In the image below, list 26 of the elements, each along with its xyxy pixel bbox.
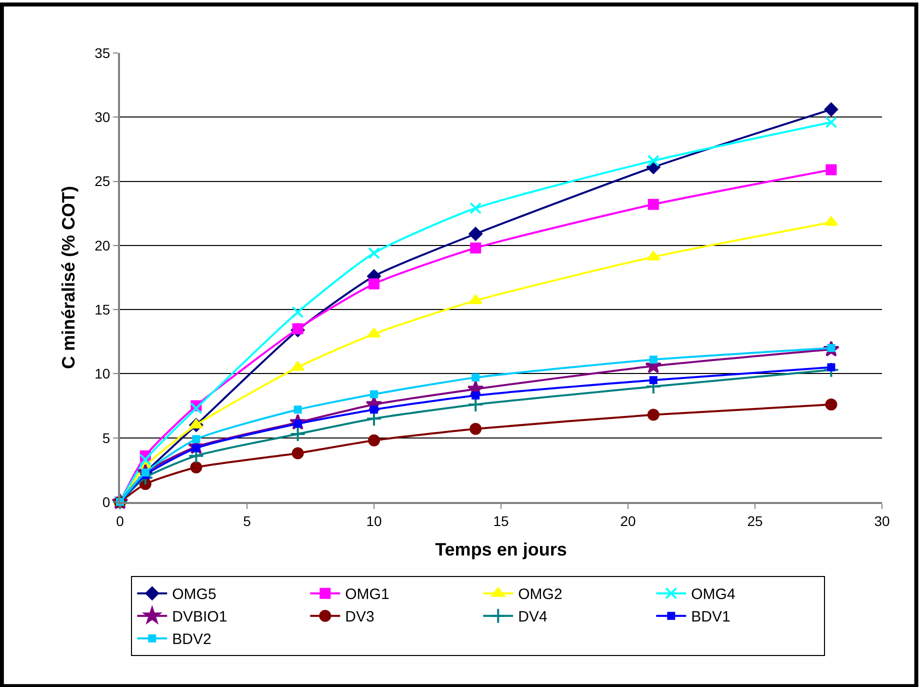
- y-tick-label: 10: [94, 366, 110, 382]
- x-axis-title: Temps en jours: [435, 539, 567, 560]
- legend-label: OMG2: [518, 586, 562, 604]
- y-tick-label: 20: [94, 237, 110, 254]
- y-tick-label: 5: [102, 430, 110, 446]
- x-tick-label: 10: [366, 512, 382, 529]
- y-tick-label: 0: [102, 494, 110, 510]
- y-tick-label: 30: [94, 109, 110, 126]
- x-tick-label: 30: [874, 512, 890, 529]
- x-tick-label: 20: [620, 512, 636, 529]
- legend-label: DV4: [518, 608, 548, 626]
- legend-label: OMG1: [345, 586, 390, 604]
- legend-label: BDV2: [172, 631, 212, 648]
- x-tick-label: 0: [116, 512, 124, 529]
- y-axis-title: C minéralisé (% COT): [58, 186, 78, 370]
- x-tick-label: 25: [747, 512, 763, 529]
- legend-label: BDV1: [691, 608, 730, 626]
- legend-label: OMG4: [691, 586, 736, 604]
- y-tick-label: 15: [94, 301, 110, 318]
- legend-label: DV3: [345, 608, 374, 626]
- x-tick-label: 15: [493, 512, 509, 529]
- y-tick-label: 35: [94, 44, 110, 61]
- x-tick-label: 5: [243, 512, 252, 529]
- y-tick-label: 25: [94, 173, 110, 190]
- legend-label: DVBIO1: [172, 608, 228, 626]
- legend-label: OMG5: [172, 586, 216, 604]
